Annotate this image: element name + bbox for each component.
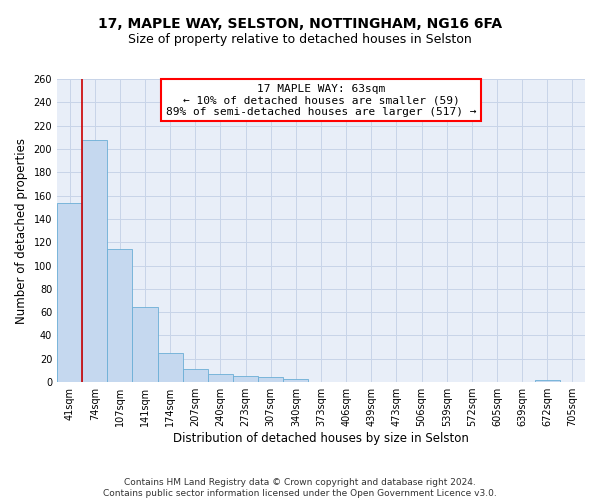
Text: Contains HM Land Registry data © Crown copyright and database right 2024.
Contai: Contains HM Land Registry data © Crown c… — [103, 478, 497, 498]
Bar — [233, 376, 258, 382]
Text: 17 MAPLE WAY: 63sqm
← 10% of detached houses are smaller (59)
89% of semi-detach: 17 MAPLE WAY: 63sqm ← 10% of detached ho… — [166, 84, 476, 116]
Bar — [158, 353, 183, 382]
Bar — [133, 308, 158, 382]
Bar — [183, 370, 208, 382]
X-axis label: Distribution of detached houses by size in Selston: Distribution of detached houses by size … — [173, 432, 469, 445]
Y-axis label: Number of detached properties: Number of detached properties — [15, 138, 28, 324]
Bar — [535, 380, 560, 382]
Bar — [208, 374, 233, 382]
Text: 17, MAPLE WAY, SELSTON, NOTTINGHAM, NG16 6FA: 17, MAPLE WAY, SELSTON, NOTTINGHAM, NG16… — [98, 18, 502, 32]
Bar — [107, 249, 133, 382]
Bar — [258, 378, 283, 382]
Bar — [82, 140, 107, 382]
Bar — [57, 202, 82, 382]
Text: Size of property relative to detached houses in Selston: Size of property relative to detached ho… — [128, 32, 472, 46]
Bar — [283, 378, 308, 382]
